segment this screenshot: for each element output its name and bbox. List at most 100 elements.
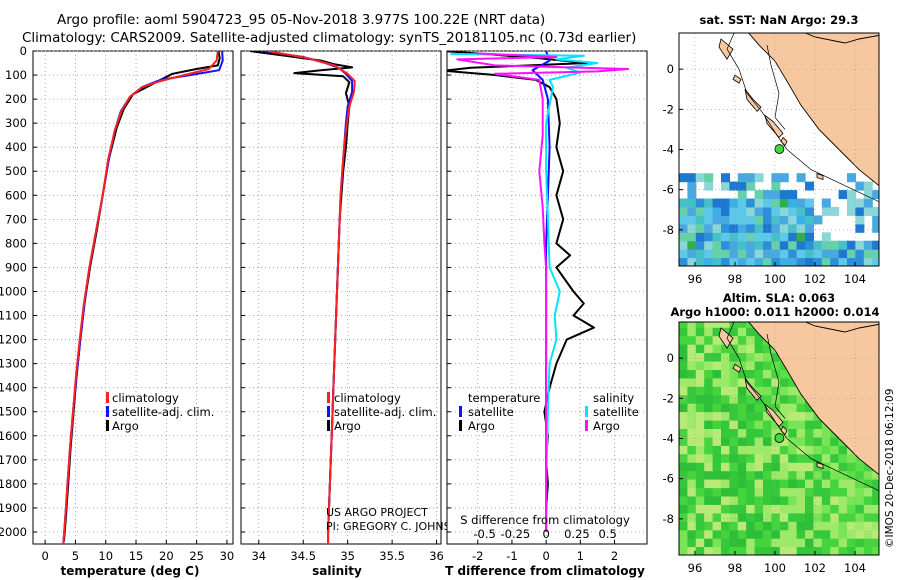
map-cell — [712, 361, 722, 370]
bathymetry-contour — [726, 33, 879, 203]
map-cell — [687, 190, 697, 200]
legend-header-salinity: salinity — [593, 391, 634, 405]
map-cell — [821, 453, 831, 463]
map-cell — [746, 257, 756, 266]
map-cell — [779, 257, 789, 266]
map-cell — [679, 240, 688, 250]
map-cell — [838, 479, 848, 489]
map-cell — [796, 445, 806, 455]
map-cell — [704, 479, 714, 489]
map-lon-label: 98 — [728, 561, 743, 575]
map-cell — [679, 344, 688, 354]
map-cell — [830, 470, 840, 480]
map-cell — [737, 504, 747, 514]
map-cell — [821, 495, 831, 505]
map-cell — [855, 462, 865, 472]
map-cell — [796, 428, 806, 438]
map-cell — [796, 420, 806, 429]
map-cell — [830, 453, 840, 463]
map-cell — [788, 190, 798, 200]
map-cell — [872, 521, 879, 531]
map-cell — [737, 327, 747, 337]
map-cell — [754, 436, 764, 446]
salinity-x-ticks: 34 34.5 35 35.5 36 — [251, 540, 444, 563]
x-tick-label: 2 — [611, 549, 618, 563]
legend-swatch-argo — [106, 420, 109, 431]
map-cell — [687, 512, 697, 522]
series-line-argo-t — [447, 51, 595, 532]
map-cell — [679, 428, 688, 438]
map-cell — [863, 206, 873, 216]
depth-tick-label: 700 — [5, 212, 27, 226]
map-cell — [863, 546, 873, 555]
map-cell — [721, 420, 730, 429]
map-cell — [721, 538, 730, 548]
argo-position-marker — [774, 433, 785, 443]
map-cell — [788, 512, 798, 522]
map-cell — [813, 538, 823, 548]
depth-tick-label: 800 — [5, 236, 27, 250]
map-cell — [721, 232, 730, 242]
legend-label-argo: Argo — [112, 419, 139, 433]
map-lat-label: -6 — [663, 472, 674, 486]
map-cell — [737, 445, 747, 455]
map-cell — [754, 232, 764, 242]
map-cell — [796, 479, 806, 489]
map-cell — [695, 420, 705, 429]
map-cell — [729, 394, 739, 404]
map-cell — [771, 538, 781, 548]
map-cell — [754, 462, 764, 472]
difference-x-ticks: -2 -1 0 1 2 — [472, 540, 618, 563]
map-cell — [847, 462, 856, 472]
map-cell — [838, 546, 848, 555]
map-cell — [695, 411, 705, 421]
legend-swatch-sat-t — [459, 406, 462, 417]
map-cell — [813, 428, 823, 438]
salinity-legend: climatology satellite-adj. clim. Argo — [327, 391, 436, 433]
map-cell — [763, 504, 772, 514]
map-cell — [695, 529, 705, 539]
sla-land — [718, 322, 879, 492]
map-cell — [796, 198, 806, 208]
map-cell — [830, 546, 840, 555]
map-cell — [872, 249, 879, 259]
map-cell — [830, 512, 840, 522]
map-cell — [687, 215, 697, 225]
map-cell — [855, 546, 865, 555]
map-cell — [788, 403, 798, 413]
legend-label-sat-t: satellite — [468, 405, 514, 419]
map-cell — [746, 495, 756, 505]
map-cell — [737, 487, 747, 497]
map-cell — [679, 223, 688, 233]
map-cell — [695, 428, 705, 438]
map-cell — [754, 257, 764, 266]
depth-tick-label: 1800 — [0, 477, 27, 491]
map-cell — [754, 445, 764, 455]
map-cell — [704, 462, 714, 472]
map-cell — [737, 428, 747, 438]
map-cell — [788, 487, 798, 497]
map-cell — [704, 257, 714, 266]
legend-swatch-argo-s — [585, 420, 588, 431]
map-cell — [779, 411, 789, 421]
map-cell — [712, 377, 722, 387]
map-cell — [687, 495, 697, 505]
legend-label-satellite: satellite-adj. clim. — [334, 405, 436, 419]
map-cell — [754, 529, 764, 539]
map-cell — [695, 206, 705, 216]
map-cell — [771, 445, 781, 455]
map-cell — [779, 470, 789, 480]
map-cell — [737, 403, 747, 413]
map-cell — [695, 462, 705, 472]
map-cell — [737, 173, 747, 183]
map-cell — [695, 470, 705, 480]
map-cell — [687, 327, 697, 337]
map-cell — [679, 546, 688, 555]
map-cell — [746, 198, 756, 208]
map-cell — [712, 232, 722, 242]
map-cell — [754, 361, 764, 370]
map-cell — [704, 181, 714, 191]
x-tick-label: 25 — [189, 549, 204, 563]
map-cell — [788, 495, 798, 505]
map-cell — [855, 181, 865, 191]
